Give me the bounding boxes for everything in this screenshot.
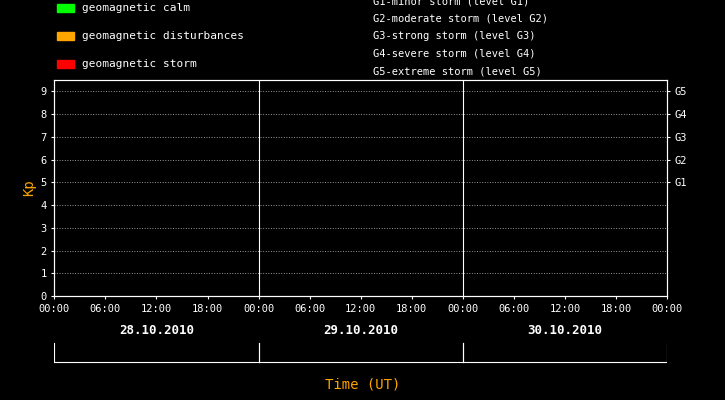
Y-axis label: Kp: Kp [22, 180, 36, 196]
Bar [57, 4, 74, 12]
Text: G1-minor storm (level G1): G1-minor storm (level G1) [373, 0, 529, 6]
Text: Time (UT): Time (UT) [325, 378, 400, 392]
Text: geomagnetic storm: geomagnetic storm [82, 59, 196, 69]
Text: 30.10.2010: 30.10.2010 [527, 324, 602, 337]
Bar [57, 60, 74, 68]
Text: geomagnetic calm: geomagnetic calm [82, 3, 190, 13]
Text: 28.10.2010: 28.10.2010 [119, 324, 194, 337]
Text: G4-severe storm (level G4): G4-severe storm (level G4) [373, 49, 536, 59]
Text: geomagnetic disturbances: geomagnetic disturbances [82, 31, 244, 41]
Text: G5-extreme storm (level G5): G5-extreme storm (level G5) [373, 66, 542, 76]
Text: 29.10.2010: 29.10.2010 [323, 324, 398, 337]
Text: G3-strong storm (level G3): G3-strong storm (level G3) [373, 31, 536, 41]
Text: G2-moderate storm (level G2): G2-moderate storm (level G2) [373, 14, 548, 24]
Bar [57, 32, 74, 40]
